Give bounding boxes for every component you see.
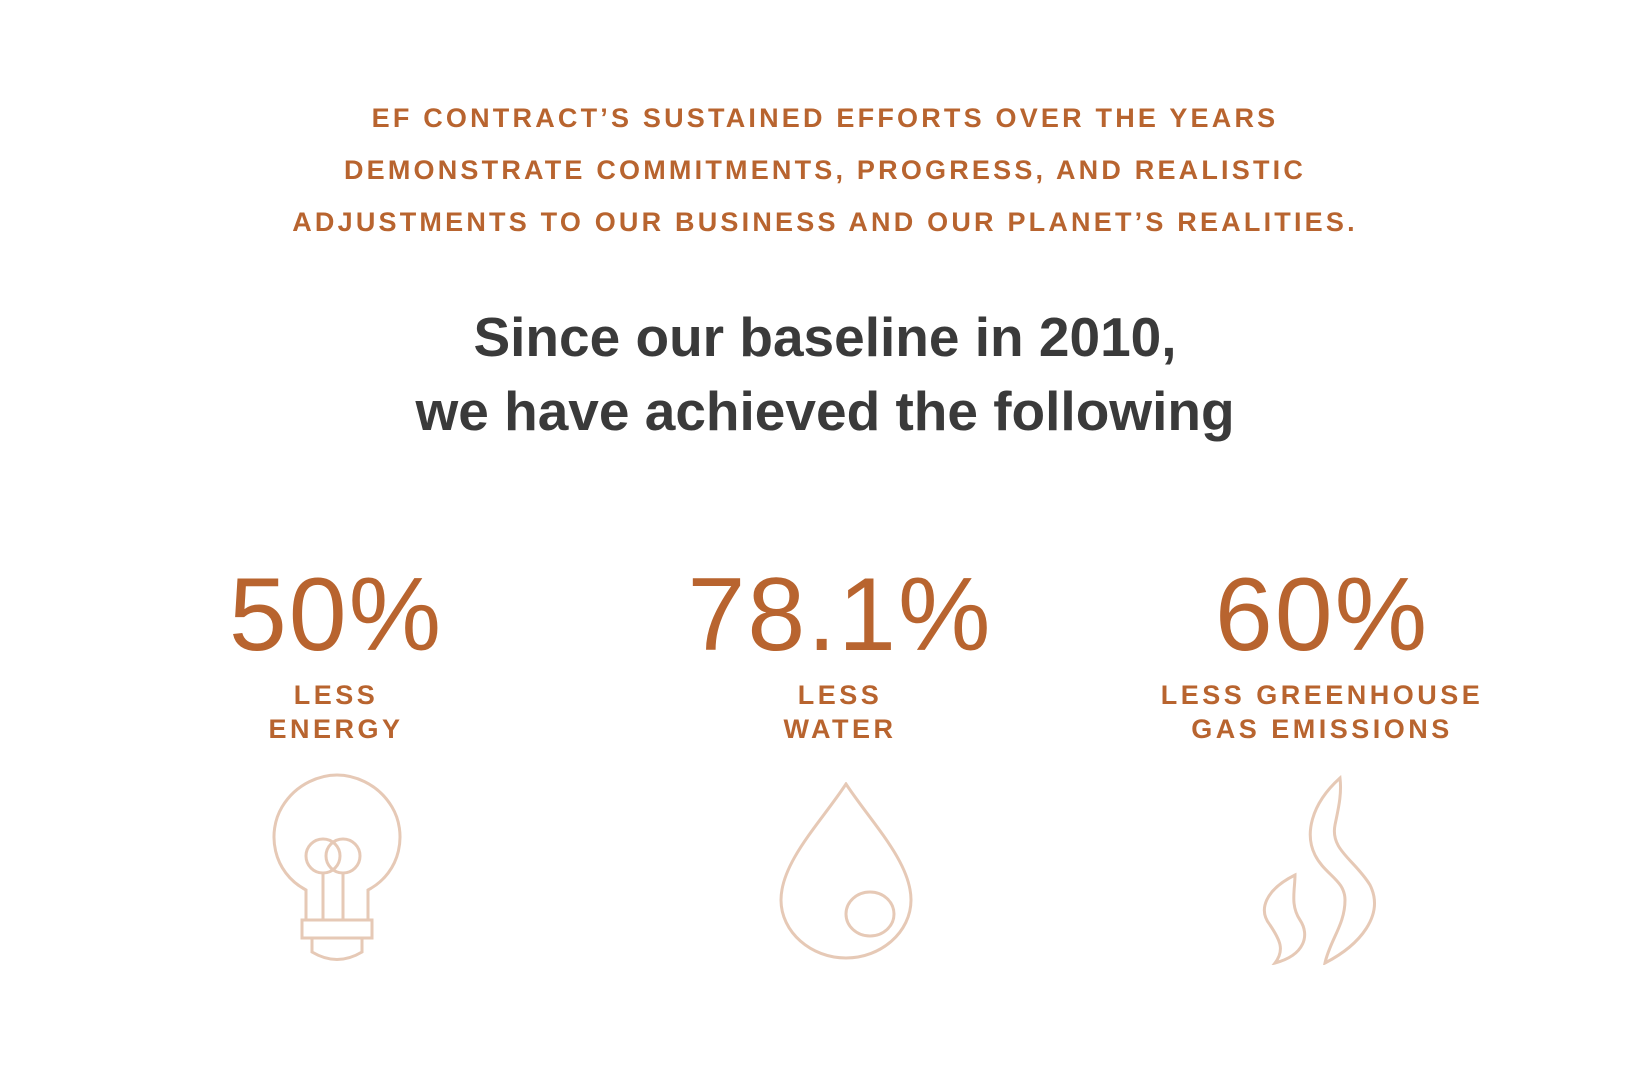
intro-line: DEMONSTRATE COMMITMENTS, PROGRESS, AND R… [343, 155, 1307, 185]
headline: Since our baseline in 2010, we have achi… [0, 300, 1650, 448]
stat-label: LESS GREENHOUSE GAS EMISSIONS [1072, 678, 1572, 746]
stat-value: 50% [228, 557, 444, 673]
stat-label: LESS ENERGY [86, 678, 586, 746]
stat-label: LESS WATER [590, 678, 1090, 746]
headline-line-2: we have achieved the following [415, 380, 1235, 442]
stat-label-line: LESS [293, 680, 379, 710]
headline-line-1: Since our baseline in 2010, [473, 306, 1177, 368]
stat-energy: 50% LESS ENERGY [86, 560, 586, 746]
stat-emissions: 60% LESS GREENHOUSE GAS EMISSIONS [1072, 560, 1572, 746]
stat-label-line: ENERGY [268, 714, 404, 744]
intro-line: ADJUSTMENTS TO OUR BUSINESS AND OUR PLAN… [292, 207, 1358, 237]
intro-line: EF CONTRACT’S SUSTAINED EFFORTS OVER THE… [371, 103, 1279, 133]
intro-statement: EF CONTRACT’S SUSTAINED EFFORTS OVER THE… [0, 92, 1650, 248]
stat-label-line: WATER [783, 714, 897, 744]
stat-label-line: LESS [797, 680, 883, 710]
stat-value: 60% [1214, 557, 1430, 673]
water-drop-icon [779, 782, 913, 960]
stat-water: 78.1% LESS WATER [590, 560, 1090, 746]
stat-label-line: LESS GREENHOUSE [1160, 680, 1484, 710]
stat-value: 78.1% [687, 557, 993, 673]
steam-flame-icon [1262, 775, 1376, 965]
lightbulb-icon [272, 773, 402, 961]
stat-label-line: GAS EMISSIONS [1191, 714, 1453, 744]
